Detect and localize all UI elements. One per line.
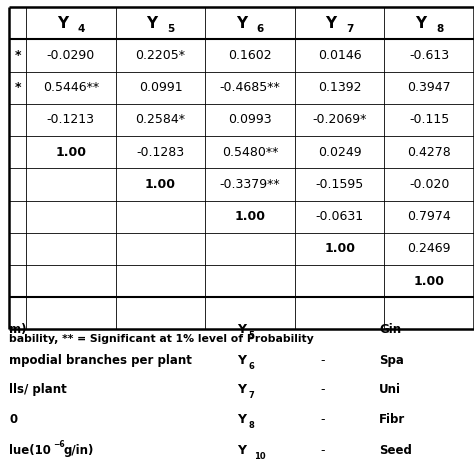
Text: Y: Y — [236, 16, 247, 31]
Text: -0.115: -0.115 — [409, 113, 449, 127]
Text: Y: Y — [237, 354, 246, 367]
Text: -0.0631: -0.0631 — [316, 210, 364, 223]
Text: −6: −6 — [54, 440, 65, 449]
Text: 5: 5 — [167, 24, 174, 34]
Text: 0.1602: 0.1602 — [228, 49, 272, 62]
Text: Y: Y — [237, 444, 246, 457]
Text: 5: 5 — [249, 331, 255, 340]
Text: 8: 8 — [249, 421, 255, 430]
Text: -0.613: -0.613 — [409, 49, 449, 62]
Text: Seed: Seed — [379, 444, 412, 457]
Text: 0.5446**: 0.5446** — [43, 81, 99, 94]
Text: -: - — [320, 354, 325, 367]
Text: 0.3947: 0.3947 — [407, 81, 451, 94]
Text: 0.0993: 0.0993 — [228, 113, 272, 127]
Text: Uni: Uni — [379, 383, 401, 396]
Text: 10: 10 — [254, 452, 265, 461]
Text: 1.00: 1.00 — [145, 178, 176, 191]
Text: 0.2469: 0.2469 — [408, 242, 451, 255]
Text: Gin: Gin — [379, 323, 401, 336]
Text: 7: 7 — [249, 392, 255, 400]
Text: -0.1213: -0.1213 — [47, 113, 95, 127]
Text: m): m) — [9, 323, 27, 336]
Text: Y: Y — [57, 16, 68, 31]
Text: 0.4278: 0.4278 — [407, 146, 451, 159]
Text: -: - — [320, 323, 325, 336]
Text: 6: 6 — [249, 362, 255, 371]
Text: -0.2069*: -0.2069* — [312, 113, 367, 127]
Text: 8: 8 — [436, 24, 443, 34]
Text: 7: 7 — [346, 24, 354, 34]
Text: -0.1595: -0.1595 — [316, 178, 364, 191]
Text: Y: Y — [237, 383, 246, 396]
Text: Spa: Spa — [379, 354, 404, 367]
Text: lls/ plant: lls/ plant — [9, 383, 67, 396]
Text: -: - — [320, 383, 325, 396]
Text: -0.020: -0.020 — [409, 178, 449, 191]
Text: bability, ** = Significant at 1% level of Probability: bability, ** = Significant at 1% level o… — [9, 334, 314, 344]
Text: 1.00: 1.00 — [235, 210, 265, 223]
Text: -0.0290: -0.0290 — [47, 49, 95, 62]
Text: 4: 4 — [78, 24, 85, 34]
Text: mpodial branches per plant: mpodial branches per plant — [9, 354, 192, 367]
Text: lue(10: lue(10 — [9, 444, 51, 457]
Text: Fibr: Fibr — [379, 413, 405, 426]
Text: 0.0249: 0.0249 — [318, 146, 362, 159]
Text: Y: Y — [237, 323, 246, 336]
Text: 0.2205*: 0.2205* — [136, 49, 185, 62]
Text: *: * — [15, 81, 21, 94]
Text: 0.2584*: 0.2584* — [136, 113, 185, 127]
Text: -: - — [320, 444, 325, 457]
Text: 0.1392: 0.1392 — [318, 81, 361, 94]
Text: Y: Y — [326, 16, 337, 31]
Text: g/in): g/in) — [64, 444, 94, 457]
Text: -0.3379**: -0.3379** — [220, 178, 280, 191]
Text: 0.0146: 0.0146 — [318, 49, 362, 62]
Text: -0.4685**: -0.4685** — [219, 81, 281, 94]
Text: 1.00: 1.00 — [55, 146, 86, 159]
Text: 0.5480**: 0.5480** — [222, 146, 278, 159]
Text: -: - — [320, 413, 325, 426]
Text: 6: 6 — [257, 24, 264, 34]
Text: 1.00: 1.00 — [324, 242, 355, 255]
Text: *: * — [15, 49, 21, 62]
Text: 0.7974: 0.7974 — [407, 210, 451, 223]
Text: 0: 0 — [9, 413, 18, 426]
Text: Y: Y — [146, 16, 157, 31]
Text: Y: Y — [237, 413, 246, 426]
Text: -0.1283: -0.1283 — [137, 146, 184, 159]
Text: 1.00: 1.00 — [414, 274, 445, 288]
Text: 0.0991: 0.0991 — [138, 81, 182, 94]
Text: Y: Y — [415, 16, 426, 31]
